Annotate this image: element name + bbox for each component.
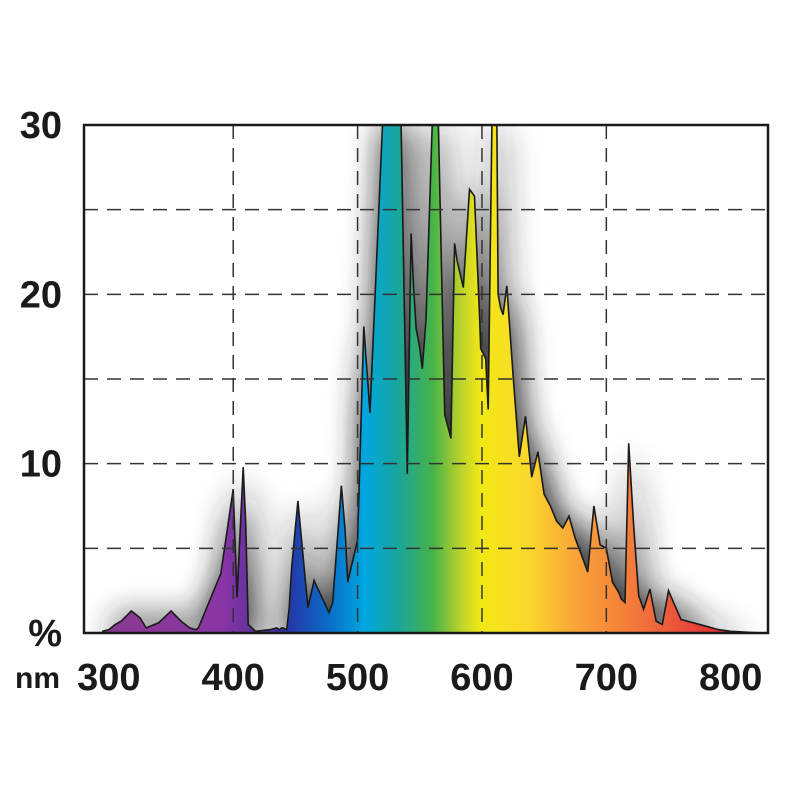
- y-unit-label: %: [28, 613, 62, 655]
- plot-area: [101, 125, 762, 633]
- x-tick-label-400: 400: [202, 657, 265, 699]
- x-tick-label-700: 700: [575, 657, 638, 699]
- x-tick-label-300: 300: [77, 657, 140, 699]
- x-tick-label-600: 600: [450, 657, 513, 699]
- plot-frame: [82, 123, 770, 635]
- x-tick-label-500: 500: [326, 657, 389, 699]
- x-unit-label: nm: [15, 662, 60, 695]
- x-tick-label-800: 800: [699, 657, 762, 699]
- y-tick-label-10: 10: [20, 444, 62, 486]
- grid-lines: [84, 125, 768, 633]
- axis-labels: 10 20 30 300 400 500 600 700 800% nm: [15, 105, 762, 699]
- y-tick-label-30: 30: [20, 105, 62, 147]
- y-tick-label-20: 20: [20, 274, 62, 316]
- plot-border: [82, 123, 770, 635]
